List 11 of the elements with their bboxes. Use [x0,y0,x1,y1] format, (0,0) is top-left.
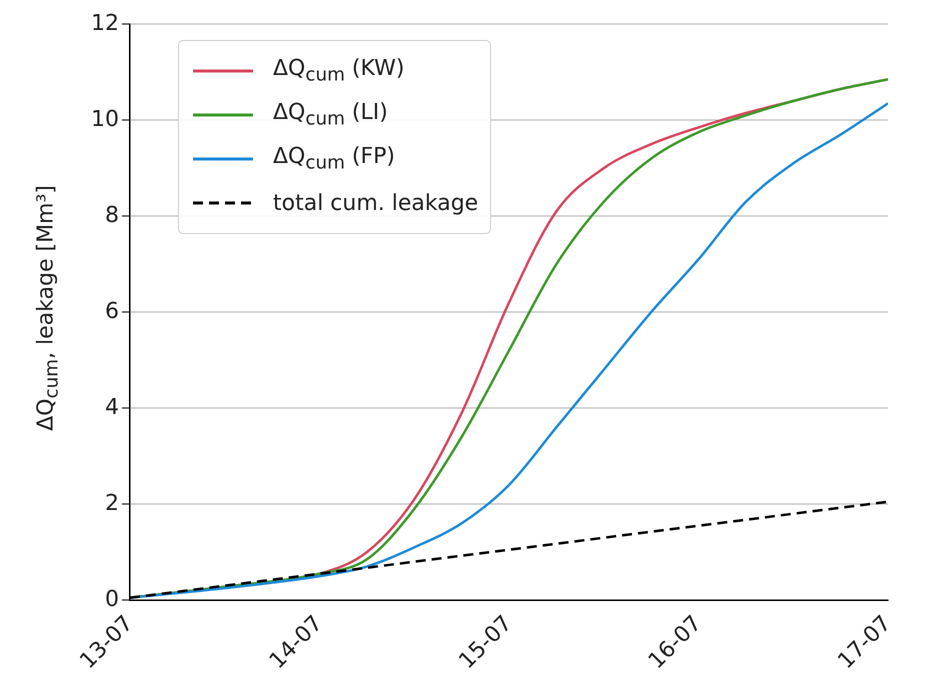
legend-label: ΔQ$_{cum}$ (KW) [273,56,404,86]
legend-label: ΔQ$_{cum}$ (LI) [273,100,388,130]
legend-label: total cum. leakage [273,190,478,216]
y-tick-label: 12 [90,10,119,36]
y-tick-label: 10 [90,106,119,132]
legend-label: ΔQ$_{cum}$ (FP) [273,144,396,174]
y-tick-label: 2 [104,490,119,516]
y-tick-label: 8 [104,202,119,228]
y-tick-label: 0 [104,586,119,612]
y-tick-label: 4 [104,394,119,420]
y-tick-label: 6 [104,298,119,324]
